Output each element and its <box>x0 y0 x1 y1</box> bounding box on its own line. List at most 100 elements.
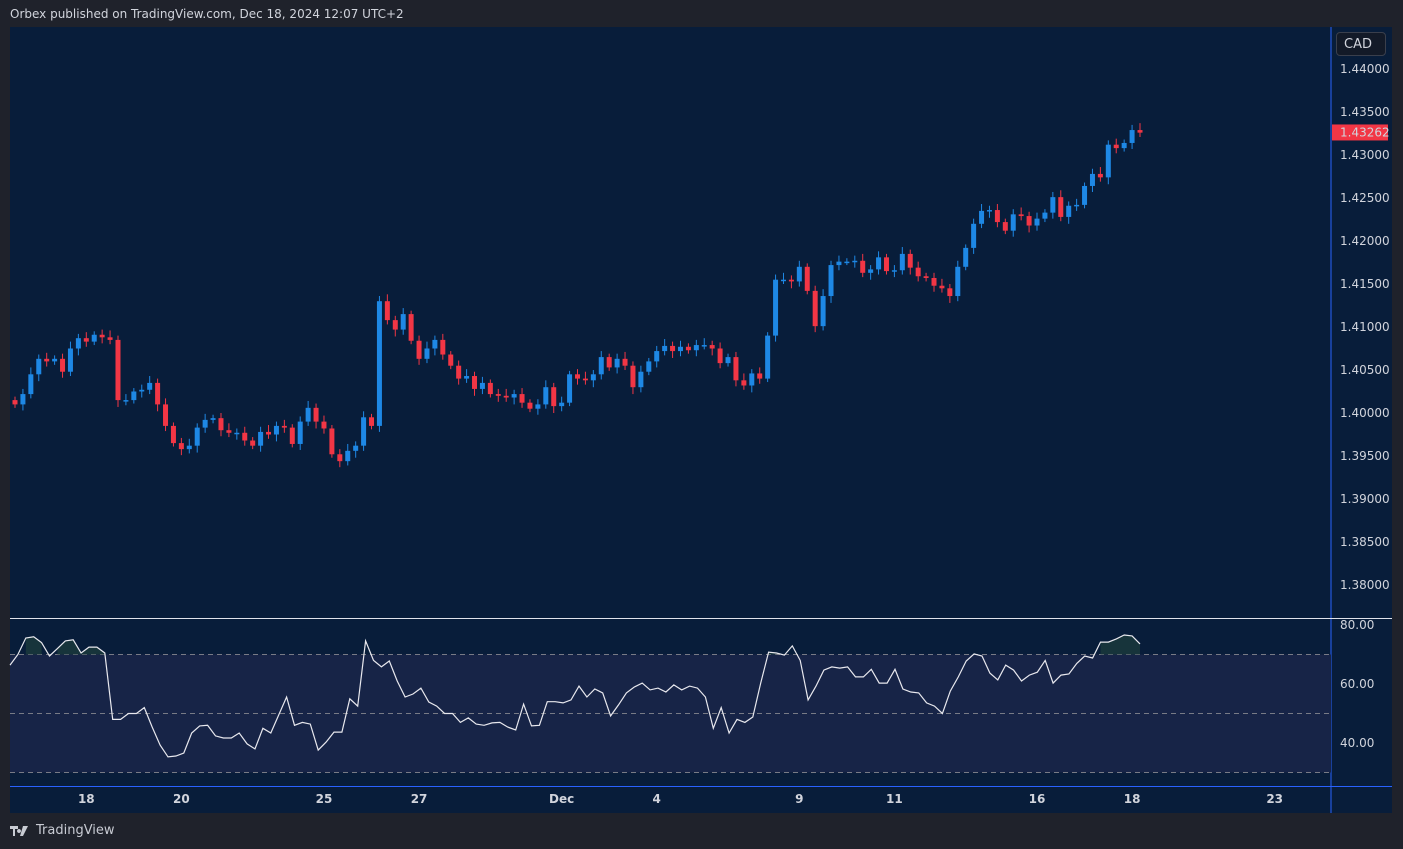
candle-body <box>860 260 866 273</box>
candle-body <box>147 382 153 390</box>
candle-body <box>638 371 644 388</box>
candle-body <box>994 210 1000 223</box>
candle-body <box>210 418 216 420</box>
candle-body <box>1113 144 1119 149</box>
currency-button[interactable]: CAD <box>1336 32 1386 56</box>
price-tick-label: 1.43000 <box>1340 148 1390 162</box>
candle-body <box>163 404 169 426</box>
candle-body <box>1082 185 1088 205</box>
time-tick-label: 11 <box>886 792 903 806</box>
candle-body <box>75 338 81 349</box>
rsi-line <box>9 634 1141 758</box>
price-tick-label: 1.40500 <box>1340 363 1390 377</box>
candle-body <box>234 432 240 435</box>
candle-body <box>258 431 264 446</box>
candle-body <box>472 376 478 389</box>
candle-body <box>804 266 810 291</box>
candle-body <box>1042 212 1048 219</box>
time-tick-label: 20 <box>173 792 190 806</box>
candle-body <box>614 358 620 368</box>
candle-body <box>820 296 826 327</box>
candle-body <box>503 395 509 398</box>
price-tick-label: 1.42000 <box>1340 234 1390 248</box>
candle-body <box>947 288 953 297</box>
candle-body <box>337 454 343 462</box>
candle-body <box>12 400 18 405</box>
candle-body <box>780 279 786 282</box>
candle-body <box>685 346 691 351</box>
candle-body <box>424 348 430 359</box>
candle-body <box>670 345 676 352</box>
candle-body <box>717 348 723 364</box>
candle-body <box>1137 130 1143 133</box>
candle-body <box>1074 204 1080 207</box>
price-tick-label: 1.41500 <box>1340 277 1390 291</box>
candle-body <box>891 270 897 272</box>
candle-body <box>91 334 97 342</box>
candle-body <box>487 382 493 395</box>
candle-body <box>495 394 501 396</box>
candle-body <box>218 418 224 431</box>
candle-body <box>1121 142 1127 149</box>
candle-body <box>1026 216 1032 226</box>
candle-body <box>1089 173 1095 186</box>
candle-body <box>788 279 794 282</box>
candle-body <box>329 428 335 455</box>
candle-body <box>99 334 105 338</box>
candle-body <box>1002 222 1008 231</box>
candle-body <box>701 345 707 347</box>
candle-body <box>83 338 89 342</box>
candle-body <box>876 257 882 270</box>
price-tick-label: 1.40000 <box>1340 406 1390 420</box>
candle-body <box>345 450 351 462</box>
candle-body <box>725 357 731 364</box>
candle-body <box>630 365 636 388</box>
candle-body <box>361 417 367 446</box>
candle-body <box>733 357 739 381</box>
candle-body <box>242 432 248 441</box>
candle-body <box>677 346 683 352</box>
candle-body <box>915 267 921 277</box>
candle-body <box>400 314 406 330</box>
time-tick-label: 25 <box>316 792 333 806</box>
time-tick-label: 4 <box>653 792 661 806</box>
tradingview-logo[interactable]: TradingView <box>10 823 115 838</box>
candle-body <box>456 365 462 379</box>
candle-body <box>28 374 34 395</box>
candle-body <box>115 339 121 401</box>
candle-body <box>313 407 319 422</box>
candle-body <box>1050 197 1056 213</box>
candle-body <box>67 348 73 372</box>
candle-body <box>289 427 295 444</box>
candle-body <box>986 210 992 212</box>
time-tick-label: 16 <box>1029 792 1046 806</box>
price-tick-label: 1.38500 <box>1340 535 1390 549</box>
rsi-tick-label: 80.00 <box>1340 618 1374 632</box>
candle-body <box>1034 218 1040 226</box>
price-tick-label: 1.42500 <box>1340 191 1390 205</box>
rsi-tick-label: 60.00 <box>1340 677 1374 691</box>
candle-body <box>178 443 184 450</box>
candle-body <box>297 421 303 444</box>
candle-body <box>868 269 874 273</box>
candle-body <box>392 320 398 330</box>
price-tick-label: 1.39500 <box>1340 449 1390 463</box>
candle-body <box>186 445 192 450</box>
tradingview-logo-icon <box>10 825 28 836</box>
candle-body <box>131 391 137 401</box>
candle-body <box>527 402 533 409</box>
candle-body <box>852 260 858 263</box>
candle-body <box>971 223 977 248</box>
candle-body <box>749 373 755 386</box>
candle-body <box>844 261 850 264</box>
candle-body <box>1018 214 1024 217</box>
candle-body <box>907 253 913 268</box>
rsi-overbought-fill <box>25 636 42 655</box>
candle-body <box>693 345 699 351</box>
candle-body <box>448 354 454 366</box>
candle-body <box>60 358 66 372</box>
publisher-line: Orbex published on TradingView.com, Dec … <box>10 7 404 21</box>
price-tick-label: 1.43500 <box>1340 105 1390 119</box>
candle-body <box>1129 130 1135 143</box>
